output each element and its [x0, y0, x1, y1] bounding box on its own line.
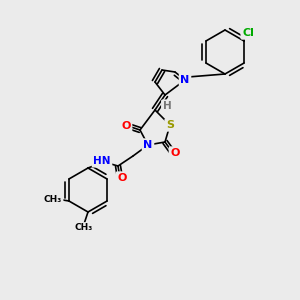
Text: N: N: [143, 140, 153, 150]
Text: H: H: [163, 101, 171, 111]
Text: CH₃: CH₃: [44, 194, 62, 203]
Text: CH₃: CH₃: [75, 224, 93, 232]
Text: N: N: [180, 75, 190, 85]
Text: S: S: [166, 120, 174, 130]
Text: CH₃: CH₃: [75, 224, 93, 232]
Text: O: O: [121, 121, 131, 131]
Text: S: S: [166, 120, 174, 130]
Text: H: H: [163, 101, 171, 111]
Text: O: O: [117, 173, 127, 183]
Text: O: O: [117, 173, 127, 183]
Text: N: N: [143, 140, 153, 150]
Text: HN: HN: [93, 156, 111, 166]
Text: Cl: Cl: [242, 28, 254, 38]
Text: O: O: [170, 148, 180, 158]
Text: N: N: [180, 75, 190, 85]
Text: HN: HN: [93, 156, 111, 166]
Text: O: O: [170, 148, 180, 158]
Text: Cl: Cl: [242, 28, 254, 38]
Text: O: O: [121, 121, 131, 131]
Text: CH₃: CH₃: [44, 194, 62, 203]
